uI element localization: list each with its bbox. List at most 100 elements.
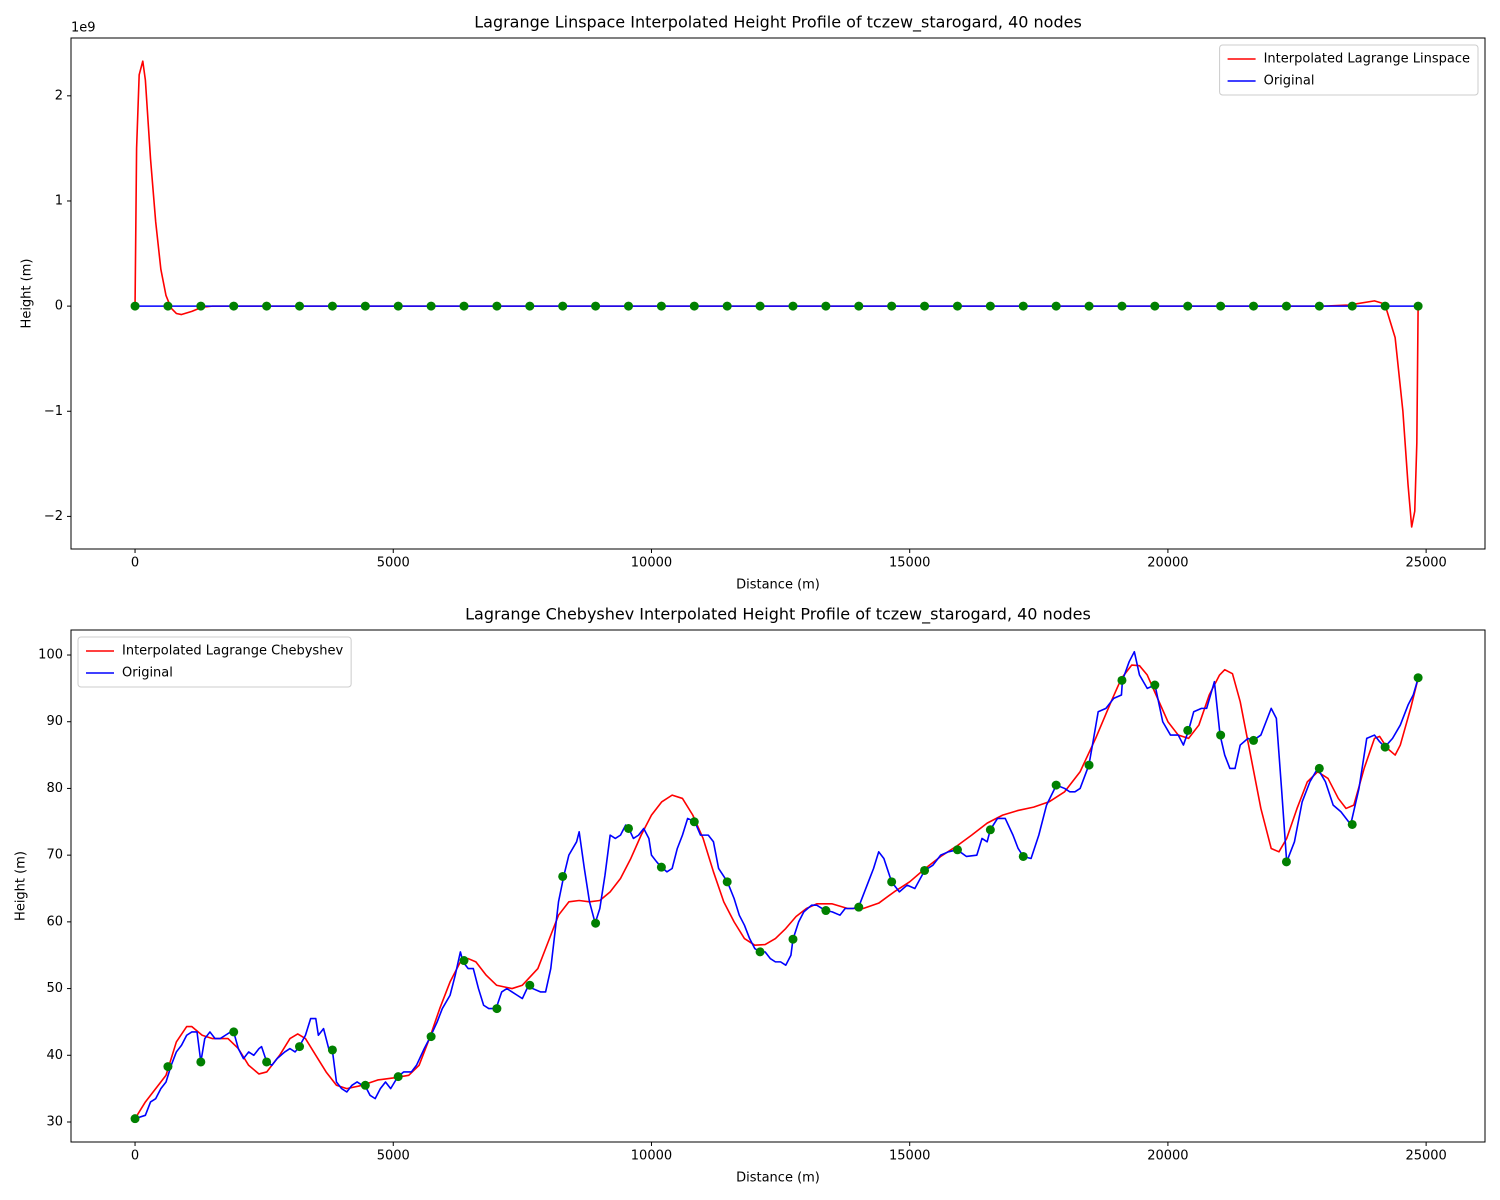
subplot: Lagrange Chebyshev Interpolated Height P… (14, 605, 1486, 1186)
x-tick-label: 10000 (631, 1149, 672, 1164)
legend: Interpolated Lagrange Chebyshev Original (77, 636, 352, 688)
node-marker (492, 301, 502, 311)
chart-title: Lagrange Linspace Interpolated Height Pr… (474, 13, 1082, 33)
node-marker (1084, 301, 1094, 311)
node-marker (558, 871, 568, 881)
x-tick-label: 25000 (1405, 556, 1446, 571)
node-marker (229, 1027, 239, 1037)
series-line (134, 650, 1419, 1120)
node-marker (360, 1080, 370, 1090)
y-offset-label: 1e9 (71, 21, 96, 36)
y-tick-label: 80 (46, 781, 63, 796)
y-tick-label: 0 (55, 299, 63, 314)
legend-label: Interpolated Lagrange Linspace (1264, 52, 1470, 67)
node-marker (1084, 760, 1094, 770)
y-tick-label: 30 (46, 1114, 63, 1129)
node-marker (426, 1032, 436, 1042)
node-marker (920, 301, 930, 311)
y-tick-label: −1 (44, 404, 63, 419)
node-marker (163, 1062, 173, 1072)
node-marker (1018, 851, 1028, 861)
x-tick-label: 5000 (377, 556, 410, 571)
node-marker (1051, 780, 1061, 790)
x-axis-label: Distance (m) (736, 1171, 820, 1186)
node-marker (492, 1004, 502, 1014)
y-tick-label: 50 (46, 981, 63, 996)
node-marker (1380, 301, 1390, 311)
node-marker (1380, 742, 1390, 752)
node-marker (1183, 301, 1193, 311)
axes-frame (70, 37, 1486, 550)
node-marker (722, 301, 732, 311)
y-tick-label: 100 (38, 648, 63, 663)
node-marker (558, 301, 568, 311)
x-tick-label: 0 (131, 1149, 139, 1164)
y-axis-label: Height (m) (20, 259, 35, 329)
node-marker (196, 1057, 206, 1067)
node-marker (130, 301, 140, 311)
node-marker (722, 877, 732, 887)
node-marker (262, 1057, 272, 1067)
node-marker (130, 1114, 140, 1124)
y-tick-label: 1 (55, 193, 63, 208)
plot-area (130, 60, 1423, 528)
node-marker (1216, 730, 1226, 740)
node-marker (1216, 301, 1226, 311)
node-marker (1183, 725, 1193, 735)
node-marker (1117, 675, 1127, 685)
node-marker (1249, 735, 1259, 745)
node-marker (623, 301, 633, 311)
node-marker (327, 1045, 337, 1055)
node-marker (689, 817, 699, 827)
node-marker (788, 934, 798, 944)
legend-frame (77, 636, 352, 688)
series-line (134, 664, 1419, 1120)
node-marker (985, 301, 995, 311)
node-marker (788, 301, 798, 311)
node-marker (163, 301, 173, 311)
x-tick-label: 0 (131, 556, 139, 571)
node-marker (229, 301, 239, 311)
x-axis-label: Distance (m) (736, 578, 820, 593)
x-tick-label: 20000 (1147, 556, 1188, 571)
axes-frame (70, 629, 1486, 1143)
legend-label: Original (1264, 74, 1315, 89)
node-marker (854, 301, 864, 311)
node-marker (1347, 301, 1357, 311)
plot-area (130, 650, 1423, 1124)
node-marker (295, 1042, 305, 1052)
x-tick-label: 15000 (889, 556, 930, 571)
node-marker (1413, 301, 1423, 311)
node-marker (656, 301, 666, 311)
node-marker (1413, 673, 1423, 683)
node-marker (1314, 301, 1324, 311)
node-marker (656, 862, 666, 872)
node-marker (623, 823, 633, 833)
y-tick-label: −2 (44, 509, 63, 524)
node-marker (295, 301, 305, 311)
node-marker (887, 301, 897, 311)
y-axis-label: Height (m) (14, 851, 29, 921)
y-tick-label: 90 (46, 714, 63, 729)
legend-label: Original (122, 666, 173, 681)
node-marker (393, 1072, 403, 1082)
node-marker (525, 980, 535, 990)
node-marker (1117, 301, 1127, 311)
y-tick-label: 70 (46, 848, 63, 863)
node-marker (821, 906, 831, 916)
node-marker (952, 301, 962, 311)
node-marker (985, 825, 995, 835)
node-marker (327, 301, 337, 311)
node-marker (426, 301, 436, 311)
node-marker (360, 301, 370, 311)
node-marker (1150, 680, 1160, 690)
node-marker (1150, 301, 1160, 311)
node-marker (1249, 301, 1259, 311)
node-marker (755, 301, 765, 311)
x-tick-label: 25000 (1405, 1149, 1446, 1164)
node-marker (1281, 301, 1291, 311)
node-marker (459, 956, 469, 966)
